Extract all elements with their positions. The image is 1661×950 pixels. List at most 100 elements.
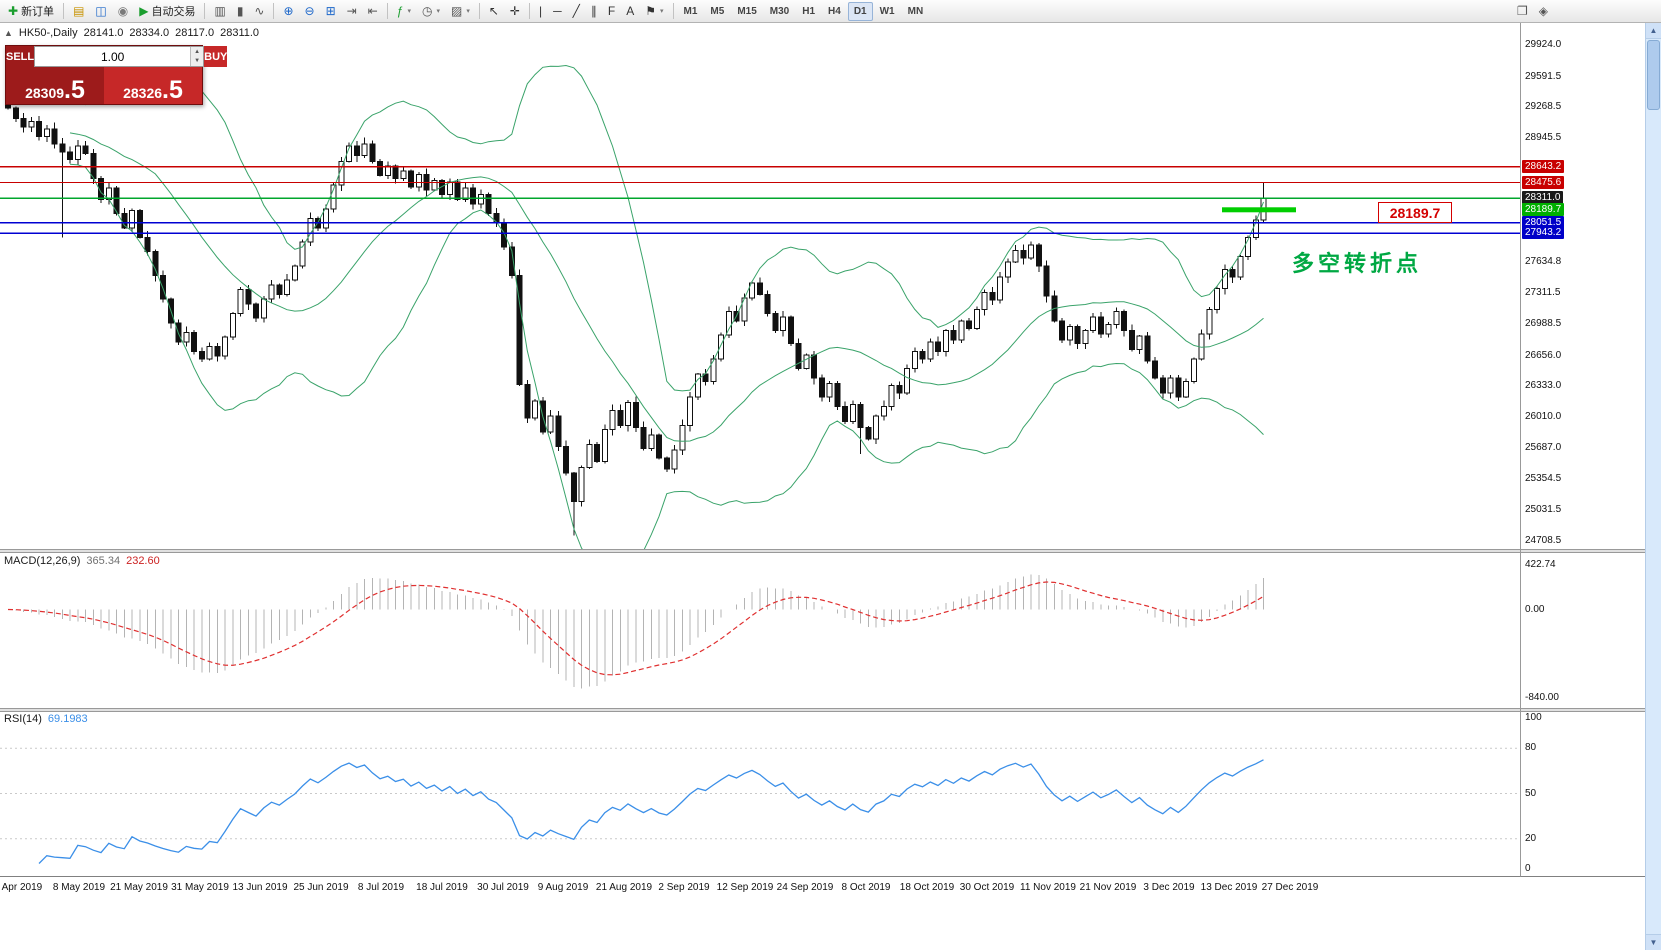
time-axis-label: 8 May 2019 — [52, 882, 106, 893]
buy-price-fraction: .5 — [162, 75, 183, 104]
scroll-down-button[interactable]: ▼ — [1646, 934, 1661, 950]
timeframe-h4-button-label: H4 — [828, 5, 841, 17]
text-button[interactable]: A — [621, 2, 639, 21]
timeframe-m15-button[interactable]: M15 — [731, 2, 762, 21]
bollinger-upper-band — [69, 64, 1264, 392]
turning-point-annotation[interactable]: 多空转折点 — [1292, 251, 1423, 276]
price-callout-label[interactable]: 28189.7 — [1378, 202, 1452, 223]
time-axis-label: 3 Dec 2019 — [1143, 882, 1195, 893]
pane-separator[interactable] — [0, 708, 1645, 712]
scrollbar-thumb[interactable] — [1647, 40, 1660, 110]
chart-canvas[interactable] — [0, 23, 1645, 878]
price-axis-label: 26333.0 — [1525, 380, 1562, 391]
cursor-button[interactable]: ↖ — [484, 2, 504, 21]
zoom-in-icon: ⊕ — [283, 4, 294, 18]
macd-value-main: 365.34 — [86, 555, 121, 567]
zoom-out-icon: ⊖ — [304, 4, 315, 18]
trendline-button[interactable]: ╱ — [568, 2, 585, 21]
expert-advisors-button[interactable]: ◈ — [1534, 2, 1553, 21]
new-order-button[interactable]: ✚ 新订单 — [3, 2, 59, 21]
support-highlight-segment[interactable] — [1222, 207, 1296, 213]
charts-profile-button[interactable]: ▤ — [68, 2, 89, 21]
time-axis-label: 8 Jul 2019 — [357, 882, 405, 893]
buy-button[interactable]: BUY — [204, 46, 228, 67]
chart-ohlc-header: ▲ HK50-,Daily 28141.0 28334.0 28117.0 28… — [4, 27, 259, 39]
pane-separator[interactable] — [0, 549, 1645, 553]
chart-shift-button[interactable]: ⇤ — [363, 2, 383, 21]
vertical-line-button[interactable]: | — [534, 2, 547, 21]
timeframe-d1-button[interactable]: D1 — [847, 1, 873, 21]
timeframe-m1-button[interactable]: M1 — [678, 2, 704, 21]
zoom-in-button[interactable]: ⊕ — [278, 2, 298, 21]
price-axis-label: 26988.5 — [1525, 318, 1562, 329]
ohlc-high: 28334.0 — [129, 27, 170, 39]
vertical-line-icon: | — [538, 4, 543, 18]
timeframe-m30-button[interactable]: M30 — [764, 2, 795, 21]
chart-bars-button[interactable]: ▥ — [209, 2, 230, 21]
timeframe-w1-button[interactable]: W1 — [874, 2, 901, 21]
rsi-header: RSI(14) 69.1983 — [4, 713, 88, 725]
zoom-out-button[interactable]: ⊖ — [300, 2, 320, 21]
macd-axis-label: -840.00 — [1525, 692, 1559, 703]
crosshair-button[interactable]: ✛ — [505, 2, 525, 21]
sell-button[interactable]: SELL — [6, 46, 35, 67]
arrows-button[interactable]: ⚑ ▾ — [640, 2, 668, 21]
rsi-value: 69.1983 — [47, 713, 88, 725]
time-axis-label: 18 Jul 2019 — [416, 882, 468, 893]
chart-line-button[interactable]: ∿ — [249, 2, 269, 21]
horizontal-line-button[interactable]: ─ — [548, 2, 567, 21]
timeframe-w1-button-label: W1 — [879, 5, 895, 17]
buy-price-button[interactable]: 28326 .5 — [104, 67, 202, 104]
sell-price-button[interactable]: 28309 .5 — [6, 67, 104, 104]
time-axis-label: 25 Jun 2019 — [293, 882, 349, 893]
macd-value-signal: 232.60 — [126, 555, 160, 567]
chart-window-button[interactable]: ❐ — [1512, 2, 1533, 21]
auto-scroll-button[interactable]: ⇥ — [342, 2, 362, 21]
timeframe-m5-button[interactable]: M5 — [704, 2, 730, 21]
price-axis[interactable]: 29924.0 29591.5 29268.5 28945.5 27634.8 27311… — [1520, 23, 1645, 898]
templates-icon: ▨ — [451, 4, 463, 18]
channel-button[interactable]: ∥ — [586, 2, 602, 21]
navigator-button[interactable]: ◉ — [113, 2, 133, 21]
toolbar-separator — [386, 3, 388, 19]
ohlc-close: 28311.0 — [220, 27, 260, 39]
horizontal-lines[interactable] — [0, 166, 1520, 234]
volume-up-button[interactable]: ▲ — [191, 47, 204, 57]
auto-trading-button[interactable]: ▶ 自动交易 — [134, 2, 200, 21]
market-watch-button[interactable]: ◫ — [90, 2, 111, 21]
vertical-scrollbar[interactable]: ▲ ▼ — [1645, 23, 1661, 950]
toolbar-separator — [478, 3, 480, 19]
buy-price-main: 28326 — [123, 84, 163, 101]
timeframe-h1-button[interactable]: H1 — [796, 2, 821, 21]
window-icon: ❐ — [1517, 4, 1528, 18]
templates-button[interactable]: ▨ ▾ — [446, 2, 475, 21]
dropdown-caret-icon: ▾ — [407, 8, 411, 15]
sell-price-fraction: .5 — [64, 75, 85, 104]
chart-candles-button[interactable]: ▮ — [232, 2, 249, 21]
time-axis-label: 5 Apr 2019 — [0, 882, 43, 893]
market-watch-icon: ◫ — [95, 4, 107, 18]
tile-windows-icon: ⊞ — [325, 4, 336, 18]
price-axis-label: 25687.0 — [1525, 442, 1562, 453]
trade-panel-collapse-button[interactable]: ▲ — [4, 28, 13, 38]
horizontal-line-icon: ─ — [553, 4, 562, 18]
rsi-axis-label: 100 — [1525, 712, 1542, 723]
time-axis-label: 31 May 2019 — [171, 882, 229, 893]
candlestick-icon: ▮ — [236, 4, 244, 18]
one-click-trading-panel: SELL ▲ ▼ BUY 28309 .5 28326 .5 — [5, 45, 228, 105]
scroll-up-button[interactable]: ▲ — [1646, 23, 1661, 39]
timeframe-h4-button[interactable]: H4 — [822, 2, 847, 21]
fibonacci-button[interactable]: F — [603, 2, 620, 21]
periods-button[interactable]: ◷ ▾ — [417, 2, 445, 21]
text-icon: A — [626, 4, 635, 18]
time-axis-label: 27 Dec 2019 — [1261, 882, 1319, 893]
volume-input[interactable] — [35, 47, 191, 66]
tile-windows-button[interactable]: ⊞ — [321, 2, 341, 21]
timeframe-mn-button-label: MN — [907, 5, 924, 17]
timeframe-mn-button[interactable]: MN — [902, 2, 930, 21]
rsi-axis-label: 50 — [1525, 788, 1537, 799]
indicators-button[interactable]: ƒ ▾ — [392, 2, 416, 21]
volume-down-button[interactable]: ▼ — [191, 56, 204, 66]
chart-symbol-period: HK50-,Daily — [18, 27, 78, 39]
